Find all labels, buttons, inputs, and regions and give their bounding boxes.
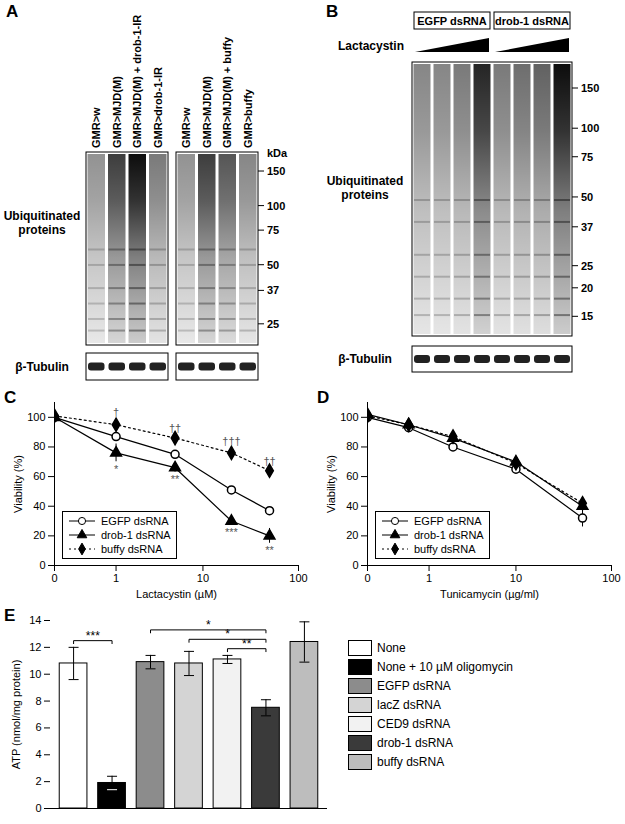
svg-text:75: 75 (267, 224, 279, 236)
svg-text:100: 100 (581, 122, 599, 134)
svg-text:GMR>w: GMR>w (180, 107, 192, 148)
svg-text:0: 0 (35, 802, 41, 814)
html-text:E: E (4, 606, 16, 625)
svg-text:150: 150 (581, 82, 599, 94)
svg-text:4: 4 (35, 748, 41, 760)
svg-text:0: 0 (51, 572, 57, 584)
svg-text:***: *** (86, 629, 100, 643)
svg-text:1: 1 (426, 572, 432, 584)
svg-text:80: 80 (33, 440, 45, 452)
svg-text:20: 20 (346, 529, 358, 541)
svg-text:10: 10 (197, 572, 209, 584)
html-text:B: B (326, 2, 339, 21)
html-text:C: C (4, 388, 17, 407)
svg-text:EGFP dsRNA: EGFP dsRNA (417, 15, 487, 27)
svg-text:†: † (113, 406, 119, 418)
svg-text:GMR>w: GMR>w (90, 107, 102, 148)
svg-text:GMR>buffy: GMR>buffy (242, 88, 254, 148)
svg-text:6: 6 (35, 721, 41, 733)
svg-text:150: 150 (267, 165, 285, 177)
svg-text:*: * (206, 618, 211, 632)
svg-text:100: 100 (267, 200, 285, 212)
html-text:CED9 dsRNA: CED9 dsRNA (377, 717, 451, 731)
svg-text:25: 25 (267, 318, 279, 330)
svg-text:50: 50 (267, 259, 279, 271)
svg-text:GMR>MJD(M) + drob-1-IR: GMR>MJD(M) + drob-1-IR (131, 15, 143, 148)
svg-text:††: †† (263, 455, 275, 467)
svg-text:†††: ††† (222, 435, 240, 447)
html-text:drob-1 dsRNA: drob-1 dsRNA (101, 529, 171, 541)
html-text:A: A (6, 2, 19, 21)
svg-text:20: 20 (581, 282, 593, 294)
svg-text:75: 75 (581, 151, 593, 163)
svg-text:12: 12 (29, 641, 41, 653)
svg-text:Viability (%): Viability (%) (325, 455, 337, 513)
svg-text:GMR>MJD(M): GMR>MJD(M) (111, 76, 123, 148)
svg-text:**: ** (242, 637, 252, 651)
svg-text:**: ** (171, 473, 180, 485)
svg-text:GMR>MJD(M) + buffy: GMR>MJD(M) + buffy (221, 36, 233, 148)
svg-text:Ubiquitinatedproteins: Ubiquitinatedproteins (4, 209, 81, 237)
html-text:buffy dsRNA: buffy dsRNA (414, 543, 476, 555)
svg-text:37: 37 (581, 221, 593, 233)
html-text:drob-1 dsRNA: drob-1 dsRNA (377, 736, 453, 750)
svg-text:Ubiquitinatedproteins: Ubiquitinatedproteins (327, 174, 404, 202)
svg-text:0: 0 (364, 572, 370, 584)
html-text:D: D (317, 388, 330, 407)
html-text:EGFP dsRNA: EGFP dsRNA (101, 515, 169, 527)
svg-text:37: 37 (267, 284, 279, 296)
html-text:EGFP dsRNA: EGFP dsRNA (414, 515, 482, 527)
svg-text:*: * (114, 463, 119, 475)
svg-text:β-Tubulin: β-Tubulin (338, 352, 392, 366)
html-text:drob-1 dsRNA: drob-1 dsRNA (414, 529, 484, 541)
svg-text:10: 10 (29, 668, 41, 680)
svg-text:kDa: kDa (267, 147, 288, 159)
svg-text:2: 2 (35, 775, 41, 787)
svg-text:**: ** (265, 544, 274, 556)
html-text:None + 10 µM oligomycin: None + 10 µM oligomycin (377, 660, 513, 674)
svg-text:100: 100 (340, 411, 358, 423)
svg-text:100: 100 (602, 572, 620, 584)
svg-text:60: 60 (346, 470, 358, 482)
svg-text:0: 0 (352, 559, 358, 571)
html-text:buffy dsRNA: buffy dsRNA (101, 543, 163, 555)
svg-text:15: 15 (581, 310, 593, 322)
svg-text:Tunicamycin (µg/ml): Tunicamycin (µg/ml) (440, 588, 539, 600)
html-text:None: None (377, 641, 406, 655)
svg-text:14: 14 (29, 614, 41, 626)
svg-text:drob-1 dsRNA: drob-1 dsRNA (495, 15, 569, 27)
svg-text:Viability (%): Viability (%) (12, 455, 24, 513)
svg-text:50: 50 (581, 191, 593, 203)
svg-text:β-Tubulin: β-Tubulin (15, 360, 69, 374)
svg-text:60: 60 (33, 470, 45, 482)
svg-text:100: 100 (289, 572, 307, 584)
svg-text:ATP (nmol/mg protein): ATP (nmol/mg protein) (10, 660, 22, 770)
svg-text:0: 0 (39, 559, 45, 571)
html-text:lacZ dsRNA: lacZ dsRNA (377, 698, 441, 712)
svg-text:8: 8 (35, 695, 41, 707)
svg-text:40: 40 (346, 500, 358, 512)
svg-text:††: †† (169, 422, 181, 434)
svg-text:40: 40 (33, 500, 45, 512)
svg-text:Lactacystin (µM): Lactacystin (µM) (136, 588, 217, 600)
svg-text:Lactacystin: Lactacystin (338, 39, 404, 53)
svg-text:GMR>MJD(M): GMR>MJD(M) (201, 76, 213, 148)
svg-text:80: 80 (346, 440, 358, 452)
svg-text:20: 20 (33, 529, 45, 541)
svg-text:*: * (225, 627, 230, 641)
svg-text:***: *** (225, 526, 239, 538)
html-text:buffy dsRNA: buffy dsRNA (377, 755, 445, 769)
svg-text:1: 1 (113, 572, 119, 584)
svg-text:10: 10 (510, 572, 522, 584)
svg-text:25: 25 (581, 260, 593, 272)
svg-text:GMR>drob-1-IR: GMR>drob-1-IR (152, 67, 164, 148)
svg-text:100: 100 (27, 411, 45, 423)
html-text:EGFP dsRNA: EGFP dsRNA (377, 679, 451, 693)
